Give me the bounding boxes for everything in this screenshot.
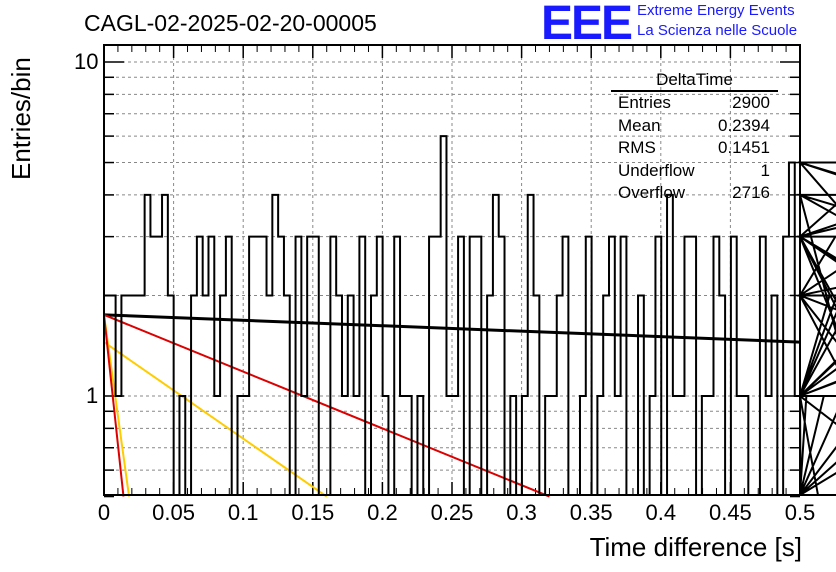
stats-label: Mean xyxy=(618,115,661,135)
stats-label: RMS xyxy=(618,138,656,157)
y-tick-label: 1 xyxy=(86,383,99,408)
y-tick-label: 10 xyxy=(74,49,99,74)
fit-curve xyxy=(103,341,328,498)
x-tick-label: 0.35 xyxy=(569,500,613,525)
stats-row-entries: Entries 2900 xyxy=(611,92,778,115)
stats-value: 2716 xyxy=(732,183,770,202)
x-axis-label: Time difference [s] xyxy=(589,532,802,562)
plot-frame xyxy=(103,44,801,496)
x-tick-label: 0.45 xyxy=(708,500,752,525)
x-tick-label: 0.3 xyxy=(506,500,537,525)
plot-title: CAGL-02-2025-02-20-00005 xyxy=(84,10,377,36)
x-tick-label: 0.25 xyxy=(430,500,474,525)
logo-line-2: La Scienza nelle Scuole xyxy=(637,22,798,39)
stats-row-underflow: Underflow 1 xyxy=(611,160,778,183)
histogram-series xyxy=(104,135,836,496)
stats-row-mean: Mean 0.2394 xyxy=(611,115,778,138)
x-tick-label: 0.1 xyxy=(227,500,259,525)
stats-title: DeltaTime xyxy=(611,70,778,92)
fit-curve xyxy=(103,314,125,497)
x-tick-label: 0.4 xyxy=(645,500,677,525)
stats-value: 2900 xyxy=(732,93,770,112)
logo-line-1: Extreme Energy Events xyxy=(637,2,795,19)
stats-value: 0.2394 xyxy=(718,115,770,135)
fit-curve xyxy=(103,313,550,498)
y-axis-label: Entries/bin xyxy=(6,57,36,180)
x-tick-label: 0 xyxy=(97,500,111,525)
stats-box: DeltaTime Entries 2900 Mean 0.2394 RMS 0.14… xyxy=(611,70,778,205)
stats-label: Entries xyxy=(618,93,671,112)
x-tick-label: 0.5 xyxy=(784,500,816,525)
stats-label: Underflow xyxy=(618,160,695,180)
x-tick-label: 0.15 xyxy=(291,500,335,525)
stats-value: 0.1451 xyxy=(718,138,770,157)
stats-value: 1 xyxy=(760,160,770,180)
stats-row-rms: RMS 0.1451 xyxy=(611,137,778,160)
stats-row-overflow: Overflow 2716 xyxy=(611,182,778,205)
x-tick-label: 0.2 xyxy=(367,500,398,525)
x-tick-label: 0.05 xyxy=(152,500,196,525)
eee-logo: EEE xyxy=(541,0,633,50)
stats-label: Overflow xyxy=(618,183,686,202)
